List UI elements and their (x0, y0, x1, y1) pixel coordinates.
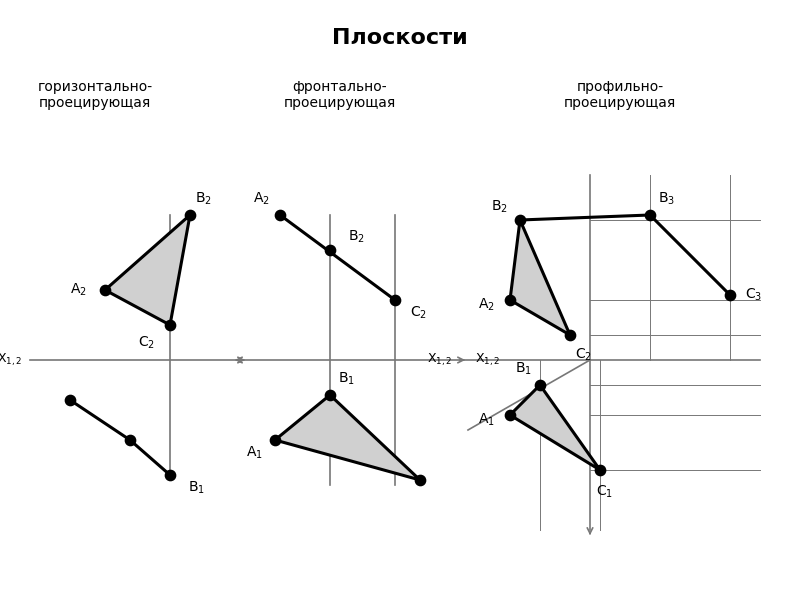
Polygon shape (510, 220, 570, 335)
Text: B$_2$: B$_2$ (195, 191, 212, 207)
Text: C$_2$: C$_2$ (138, 335, 155, 352)
Point (323, 245, 337, 255)
Text: A$_2$: A$_2$ (478, 297, 495, 313)
Point (389, 295, 402, 305)
Polygon shape (510, 385, 600, 470)
Point (323, 390, 337, 400)
Point (184, 210, 197, 220)
Point (723, 290, 736, 300)
Text: X$_{1,2}$: X$_{1,2}$ (0, 352, 22, 368)
Point (269, 435, 282, 445)
Point (514, 215, 526, 225)
Point (504, 410, 517, 420)
Text: B$_2$: B$_2$ (348, 229, 365, 245)
Text: Плоскости: Плоскости (332, 28, 468, 48)
Point (594, 465, 606, 475)
Text: B$_1$: B$_1$ (188, 480, 205, 496)
Text: профильно-
проецирующая: профильно- проецирующая (564, 80, 676, 110)
Point (163, 470, 176, 480)
Text: B$_1$: B$_1$ (338, 371, 355, 387)
Text: B$_2$: B$_2$ (491, 199, 508, 215)
Point (163, 320, 176, 330)
Point (98, 285, 111, 295)
Point (563, 330, 576, 340)
Point (534, 380, 546, 390)
Text: X$_{1,2}$: X$_{1,2}$ (475, 352, 500, 368)
Text: X$_{1,2}$: X$_{1,2}$ (426, 352, 452, 368)
Text: A$_2$: A$_2$ (70, 282, 87, 298)
Point (643, 210, 656, 220)
Point (504, 295, 517, 305)
Text: C$_1$: C$_1$ (597, 484, 614, 500)
Point (414, 475, 426, 485)
Text: A$_1$: A$_1$ (246, 445, 263, 461)
Text: C$_2$: C$_2$ (410, 305, 427, 322)
Polygon shape (275, 395, 420, 480)
Text: A$_2$: A$_2$ (253, 191, 270, 207)
Point (274, 210, 286, 220)
Point (123, 435, 136, 445)
Text: фронтально-
проецирующая: фронтально- проецирующая (284, 80, 396, 110)
Text: C$_3$: C$_3$ (745, 287, 762, 303)
Point (64, 395, 77, 405)
Text: C$_2$: C$_2$ (575, 347, 592, 364)
Text: A$_1$: A$_1$ (478, 412, 495, 428)
Text: горизонтально-
проецирующая: горизонтально- проецирующая (38, 80, 153, 110)
Text: B$_3$: B$_3$ (658, 191, 675, 207)
Polygon shape (105, 215, 190, 325)
Text: B$_1$: B$_1$ (515, 361, 532, 377)
